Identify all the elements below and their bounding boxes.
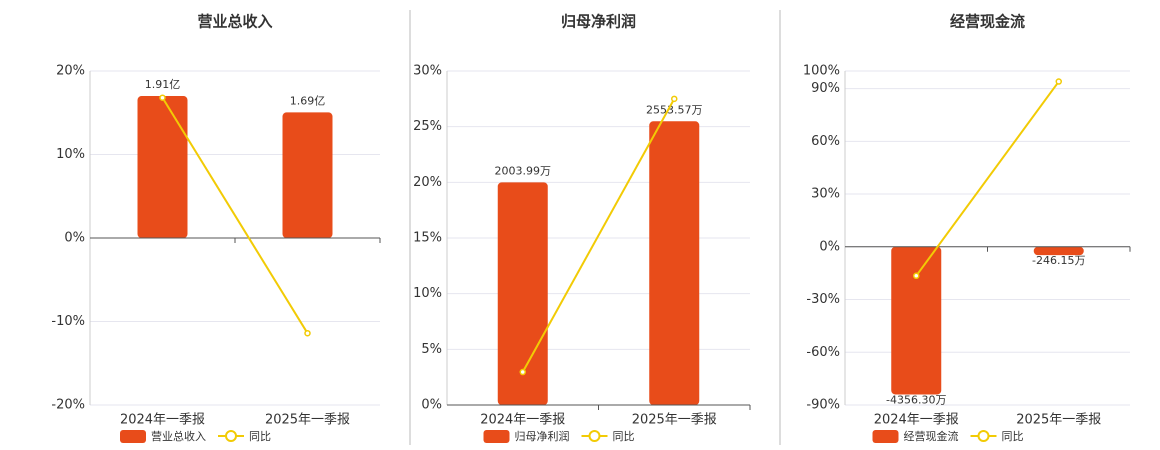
legend-label: 同比: [1002, 430, 1024, 443]
y-tick-label: 10%: [56, 147, 85, 162]
y-tick-label: 5%: [421, 342, 442, 357]
y-tick-label: 30%: [811, 187, 840, 202]
y-tick-label: 30%: [413, 64, 442, 79]
chart-title: 归母净利润: [561, 13, 636, 31]
bar: [649, 121, 700, 406]
y-tick-label: -60%: [806, 345, 840, 360]
y-tick-label: 100%: [803, 64, 840, 79]
legend-label: 同比: [613, 430, 635, 443]
y-tick-label: 20%: [56, 64, 85, 79]
y-tick-label: 0%: [819, 239, 840, 254]
legend-swatch: [120, 430, 146, 443]
x-tick-label: 2025年一季报: [1016, 413, 1101, 428]
legend-swatch: [872, 430, 899, 443]
legend-swatch: [588, 430, 601, 442]
line: [161, 97, 309, 334]
data-label: 1.91亿: [145, 78, 181, 91]
y-tick-label: 20%: [413, 175, 442, 190]
y-tick-label: 25%: [413, 119, 442, 134]
line-point: [913, 272, 920, 280]
y-tick-label: -30%: [806, 292, 840, 307]
legend-swatch: [225, 430, 237, 442]
y-tick-label: -20%: [51, 398, 85, 413]
chart-title: 经营现金流: [950, 13, 1025, 31]
y-tick-label: 10%: [413, 286, 442, 301]
chart-title: 营业总收入: [197, 13, 272, 31]
x-tick-label: 2024年一季报: [480, 413, 565, 428]
legend-label: 归母净利润: [515, 429, 570, 443]
bar: [282, 112, 333, 238]
line-point: [671, 95, 678, 103]
x-tick-label: 2025年一季报: [632, 413, 717, 428]
data-label: 2553.57万: [646, 103, 703, 116]
data-label: 1.69亿: [290, 94, 326, 107]
line: [521, 98, 676, 373]
bar: [137, 96, 188, 238]
legend-swatch: [483, 430, 510, 443]
x-tick-label: 2024年一季报: [120, 413, 205, 428]
y-tick-label: 15%: [413, 231, 442, 246]
line-point: [1055, 78, 1062, 85]
data-label: 2003.99万: [495, 164, 552, 177]
data-label: -246.15万: [1032, 254, 1085, 267]
bar: [891, 246, 942, 395]
line: [915, 80, 1060, 277]
y-tick-label: 60%: [811, 134, 840, 149]
x-tick-label: 2025年一季报: [265, 413, 350, 428]
legend-label: 营业总收入: [151, 429, 206, 443]
legend-label: 经营现金流: [904, 429, 959, 443]
y-tick-label: -10%: [51, 314, 85, 329]
x-tick-label: 2024年一季报: [874, 413, 959, 428]
y-tick-label: 0%: [64, 231, 85, 246]
line-point: [159, 94, 166, 101]
y-tick-label: 90%: [811, 81, 840, 96]
legend-label: 同比: [249, 430, 271, 443]
line-point: [304, 329, 311, 337]
y-tick-label: 0%: [421, 398, 442, 413]
legend-swatch: [977, 430, 990, 442]
bar: [1033, 246, 1084, 256]
y-tick-label: -90%: [806, 398, 840, 413]
line-point: [519, 368, 526, 376]
data-label: -4356.30万: [886, 393, 946, 406]
